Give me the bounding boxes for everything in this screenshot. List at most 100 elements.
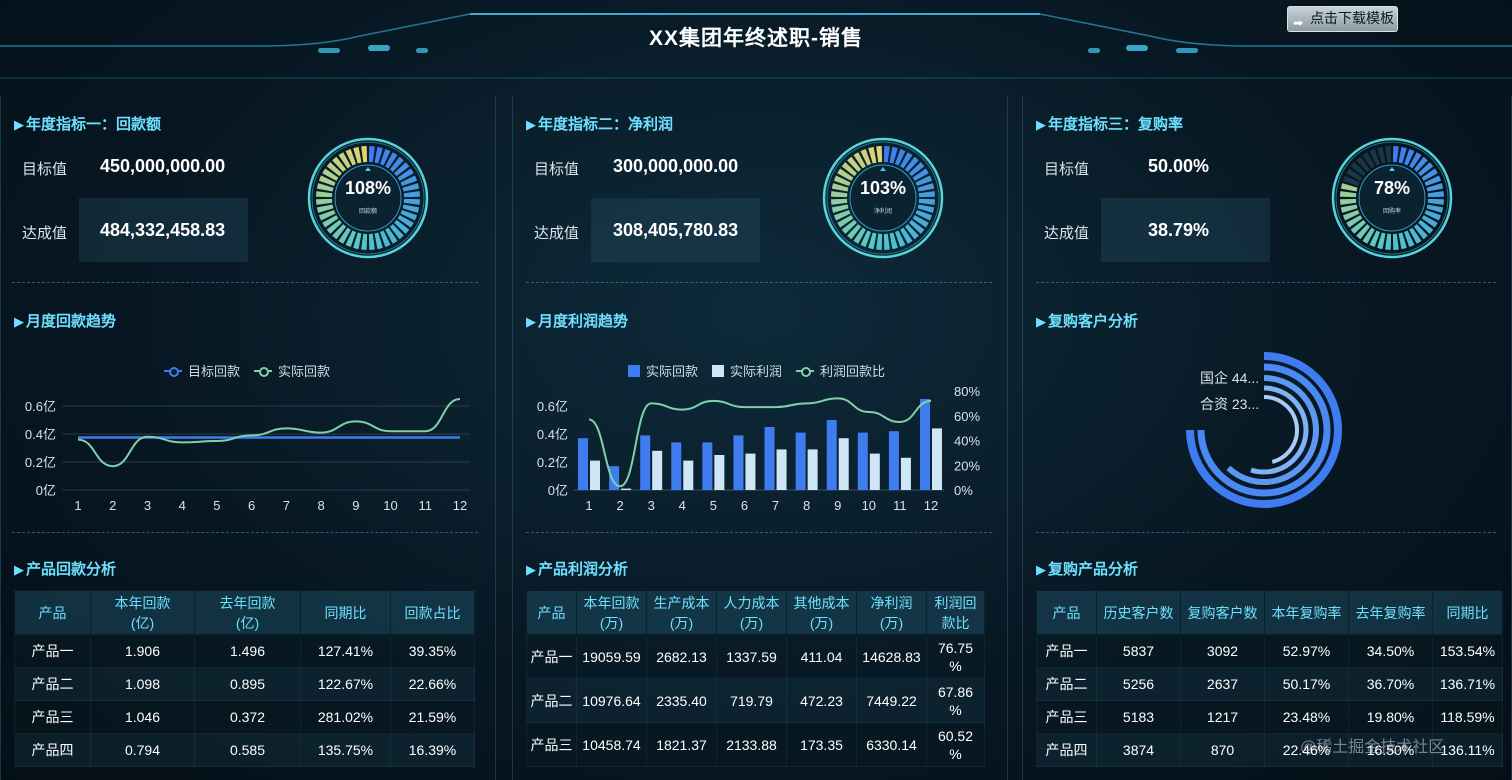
gauge-segment [326,219,342,234]
target-label: 目标值 [1044,161,1090,178]
table-cell: 6330.14 [856,722,927,767]
legend-item-actual[interactable]: 实际回款 [254,361,330,380]
table-row[interactable]: 产品二 5256 2637 50.17% 36.70% 136.71% [1036,667,1503,701]
arrow-right-icon: ➡ [1293,16,1304,30]
column-header[interactable]: 利润回 款比 [926,590,985,635]
column-header[interactable]: 历史客户数 [1096,590,1181,635]
table-cell: 67.86% [926,678,985,723]
table-cell: 21.59% [390,700,475,734]
bar-actual-payment[interactable] [640,435,651,490]
gauge-segment [1426,183,1444,192]
column-header[interactable]: 同期比 [1432,590,1503,635]
bar-actual-payment[interactable] [671,442,682,490]
bar-actual-profit[interactable] [869,453,880,490]
ring-5[interactable] [1263,395,1299,464]
table-row[interactable]: 产品一 5837 3092 52.97% 34.50% 153.54% [1036,634,1503,668]
gauge-segment [394,219,410,234]
gauge-segment [338,227,351,244]
panel-payment [0,96,496,780]
bar-actual-profit[interactable] [683,460,694,490]
table-row[interactable]: 产品一 1.906 1.496 127.41% 39.35% [14,634,475,668]
bar-actual-profit[interactable] [745,453,756,490]
bar-actual-payment[interactable] [702,442,713,490]
bar-actual-payment[interactable] [826,420,837,490]
y-tick-label: 0.6亿 [537,399,568,414]
table-row[interactable]: 产品三 5183 1217 23.48% 19.80% 118.59% [1036,700,1503,734]
bar-actual-payment[interactable] [888,431,899,490]
bar-actual-profit[interactable] [714,455,725,490]
gauge-segment [831,191,848,198]
gauge-segment [316,183,334,192]
gauge-segment [326,162,342,177]
bar-actual-payment[interactable] [609,466,620,490]
bar-actual-profit[interactable] [652,450,663,490]
bar-actual-profit[interactable] [900,457,911,490]
column-header[interactable]: 产品 [1036,590,1097,635]
bar-actual-profit[interactable] [776,449,787,490]
table-row[interactable]: 产品二 1.098 0.895 122.67% 22.66% [14,667,475,701]
legend-item-actual-profit[interactable]: 实际利润 [712,361,782,380]
table-row[interactable]: 产品二 10976.64 2335.40 719.79 472.23 7449.22 67.… [526,678,985,723]
table-cell: 719.79 [716,678,787,723]
column-header[interactable]: 去年回款 (亿) [194,590,301,635]
column-header[interactable]: 其他成本 (万) [786,590,857,635]
bar-actual-payment[interactable] [578,438,588,490]
ring-jv[interactable] [1197,363,1331,497]
bar-actual-payment[interactable] [857,432,868,490]
legend-item-actual-payment[interactable]: 实际回款 [628,361,698,380]
ring-soe[interactable] [1186,352,1342,508]
bar-actual-profit[interactable] [621,488,632,490]
table-row[interactable]: 产品三 10458.74 1821.37 2133.88 173.35 6330.14 60… [526,722,985,767]
column-header[interactable]: 产品 [14,590,91,635]
bar-actual-payment[interactable] [764,427,775,490]
gauge-segment [1340,191,1357,198]
column-header[interactable]: 去年复购率 [1348,590,1433,635]
x-tick-label: 11 [419,498,433,513]
bar-actual-profit[interactable] [807,449,818,490]
legend-item-ratio[interactable]: 利润回款比 [796,361,885,380]
ring-4[interactable] [1250,385,1309,475]
bar-actual-payment[interactable] [733,435,744,490]
legend-item-target[interactable]: 目标回款 [164,361,240,380]
bar-actual-profit[interactable] [838,438,849,490]
ring-3[interactable] [1226,375,1319,485]
achieved-value: 38.79% [1148,220,1210,240]
gauge-segment [1392,233,1399,250]
table-header-row: 产品 本年回款 (亿) 去年回款 (亿) 同期比 回款占比 [14,590,475,635]
table-cell: 122.67% [300,667,391,701]
column-header[interactable]: 复购客户数 [1180,590,1265,635]
table-row[interactable]: 产品一 19059.59 2682.13 1337.59 411.04 14628.83 7… [526,634,985,679]
column-header[interactable]: 回款占比 [390,590,475,635]
gauge-segment [1421,168,1438,181]
bar-actual-payment[interactable] [920,399,930,490]
table-cell: 22.46% [1264,733,1349,767]
gauge-segment [389,224,404,240]
download-template-button[interactable]: ➡ 点击下载模板 [1287,6,1398,32]
x-tick-label: 6 [248,498,255,513]
column-header[interactable]: 本年回款 (万) [576,590,647,635]
column-header[interactable]: 人力成本 (万) [716,590,787,635]
y-tick-label: 0亿 [36,483,56,498]
table-row[interactable]: 产品四 0.794 0.585 135.75% 16.39% [14,733,475,767]
section-title-monthly-profit: ▶ 月度利润趋势 [526,313,629,330]
gauge-segment [1377,146,1386,164]
table-cell: 0.895 [194,667,301,701]
table-row[interactable]: 产品三 1.046 0.372 281.02% 21.59% [14,700,475,734]
triangle-icon: ▶ [526,314,536,329]
column-header[interactable]: 产品 [526,590,577,635]
table-cell: 1.098 [90,667,195,701]
column-header[interactable]: 本年回款 (亿) [90,590,195,635]
bar-actual-profit[interactable] [932,428,942,490]
column-header[interactable]: 生产成本 (万) [646,590,717,635]
bar-actual-payment[interactable] [795,432,806,490]
column-header[interactable]: 本年复购率 [1264,590,1349,635]
target-value: 450,000,000.00 [100,156,226,176]
gauge-segment [889,232,898,250]
table-cell: 2637 [1180,667,1265,701]
column-header[interactable]: 同期比 [300,590,391,635]
column-header[interactable]: 净利润 (万) [856,590,927,635]
bar-actual-profit[interactable] [590,460,600,490]
gauge-segment [1427,198,1444,205]
gauge-segment [1409,152,1422,169]
table-row[interactable]: 产品四 3874 870 22.46% 16.50% 136.11% [1036,733,1503,767]
